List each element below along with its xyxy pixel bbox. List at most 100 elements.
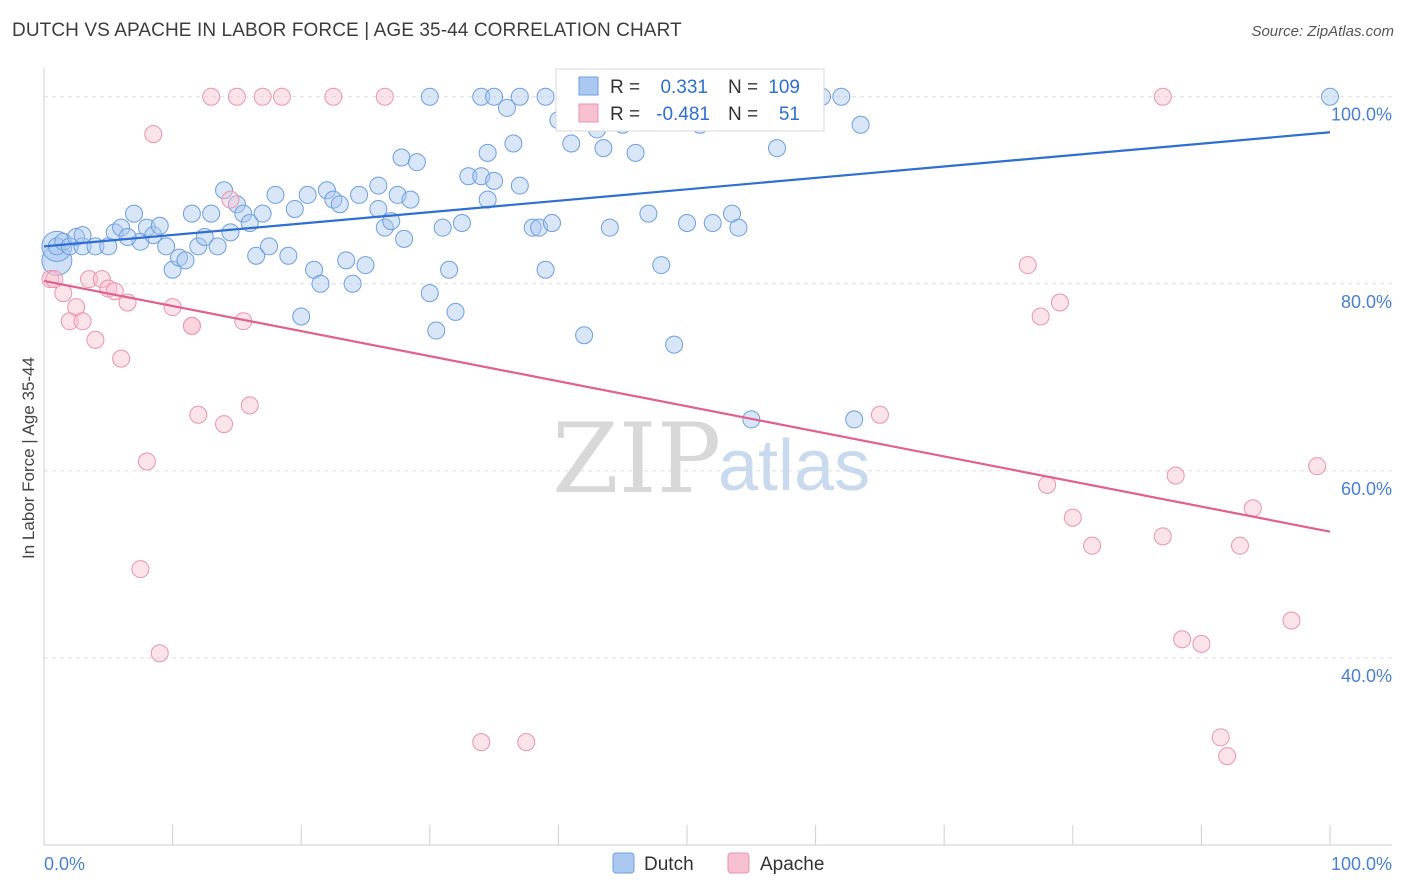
dutch-point: [420, 284, 439, 303]
apache-point: [1083, 536, 1102, 555]
dutch-point: [330, 195, 349, 214]
dutch-point: [459, 167, 478, 186]
dutch-point: [266, 185, 285, 204]
apache-point: [1038, 475, 1057, 494]
apache-point: [150, 644, 169, 663]
apache-r-label: R =: [610, 104, 640, 125]
apache-point: [324, 87, 343, 106]
dutch-point: [324, 190, 343, 209]
points-layer: [41, 87, 1339, 766]
dutch-point: [485, 87, 504, 106]
apache-point: [1308, 457, 1327, 476]
apache-bottom-label: Apache: [760, 854, 824, 875]
dutch-point: [182, 204, 201, 223]
watermark-atlas: atlas: [718, 426, 870, 506]
stats-legend: R = 0.331 N = 109 R = -0.481 N = 51: [555, 68, 825, 132]
apache-point: [131, 560, 150, 579]
dutch-point: [639, 204, 658, 223]
dutch-point: [202, 204, 221, 223]
dutch-n-value: 109: [768, 77, 800, 98]
dutch-point: [510, 87, 529, 106]
dutch-point: [433, 218, 452, 237]
apache-point: [80, 270, 99, 289]
apache-point: [1153, 87, 1172, 106]
apache-point: [221, 190, 240, 209]
apache-point: [472, 733, 491, 752]
dutch-point: [73, 226, 92, 245]
apache-point: [202, 87, 221, 106]
dutch-point: [311, 274, 330, 293]
series-legend: Dutch Apache: [612, 852, 824, 875]
watermark: ZIP atlas: [552, 403, 870, 515]
y-tick-label: 60.0%: [1341, 479, 1392, 499]
apache-point: [1230, 536, 1249, 555]
apache-point: [1282, 611, 1301, 630]
dutch-point: [832, 87, 851, 106]
apache-point: [1166, 466, 1185, 485]
watermark-zip: ZIP: [552, 403, 721, 515]
apache-point: [1018, 256, 1037, 275]
dutch-point: [118, 228, 137, 247]
y-tick-label: 80.0%: [1341, 292, 1392, 312]
dutch-point: [523, 218, 542, 237]
dutch-point: [536, 260, 555, 279]
dutch-bottom-swatch: [612, 852, 635, 874]
dutch-point: [112, 218, 131, 237]
dutch-point: [401, 190, 420, 209]
apache-point: [227, 87, 246, 106]
apache-point: [253, 87, 272, 106]
y-tick-label: 100.0%: [1331, 105, 1392, 125]
apache-point: [189, 405, 208, 424]
dutch-point: [845, 410, 864, 429]
dutch-point: [594, 139, 613, 158]
apache-point: [517, 733, 536, 752]
dutch-point: [452, 213, 471, 232]
dutch-point: [215, 181, 234, 200]
apache-point: [1192, 634, 1211, 653]
apache-point: [112, 349, 131, 368]
dutch-bottom-label: Dutch: [644, 854, 694, 875]
dutch-point: [392, 148, 411, 167]
dutch-point: [285, 199, 304, 218]
dutch-point: [208, 237, 227, 256]
dutch-point: [279, 246, 298, 265]
dutch-point: [626, 143, 645, 162]
dutch-point: [60, 237, 79, 256]
dutch-legend-swatch: [578, 76, 599, 96]
apache-point: [1031, 307, 1050, 326]
dutch-point: [665, 335, 684, 354]
apache-point: [92, 270, 111, 289]
y-tick-label: 40.0%: [1341, 666, 1392, 686]
dutch-point: [575, 326, 594, 345]
trend-layer: [43, 131, 1331, 533]
grid-layer: [44, 96, 1392, 659]
dutch-point: [729, 218, 748, 237]
chart-title: DUTCH VS APACHE IN LABOR FORCE | AGE 35-…: [12, 20, 682, 41]
dutch-point: [510, 176, 529, 195]
x-tick-label: 100.0%: [1331, 854, 1392, 874]
dutch-point: [375, 218, 394, 237]
apache-legend-swatch: [578, 103, 599, 123]
dutch-point: [446, 302, 465, 321]
apache-trend-line: [43, 279, 1331, 533]
dutch-point: [562, 134, 581, 153]
apache-n-value: 51: [779, 104, 800, 125]
dutch-point: [600, 218, 619, 237]
apache-point: [1153, 527, 1172, 546]
apache-point: [144, 125, 163, 144]
dutch-point: [125, 204, 144, 223]
apache-point: [375, 87, 394, 106]
dutch-point: [497, 98, 516, 117]
apache-point: [137, 452, 156, 471]
dutch-point: [221, 223, 240, 242]
dutch-point: [1321, 87, 1339, 106]
apache-point: [1218, 747, 1237, 766]
stats-legend-box: [555, 68, 825, 132]
y-axis-title: In Labor Force | Age 35-44: [19, 357, 38, 559]
axes-layer: 40.0% 60.0% 80.0% 100.0% 0.0% 100.0%: [43, 68, 1392, 874]
dutch-point: [292, 307, 311, 326]
apache-n-label: N =: [728, 104, 758, 125]
apache-r-value: -0.481: [656, 104, 710, 125]
dutch-point: [247, 246, 266, 265]
